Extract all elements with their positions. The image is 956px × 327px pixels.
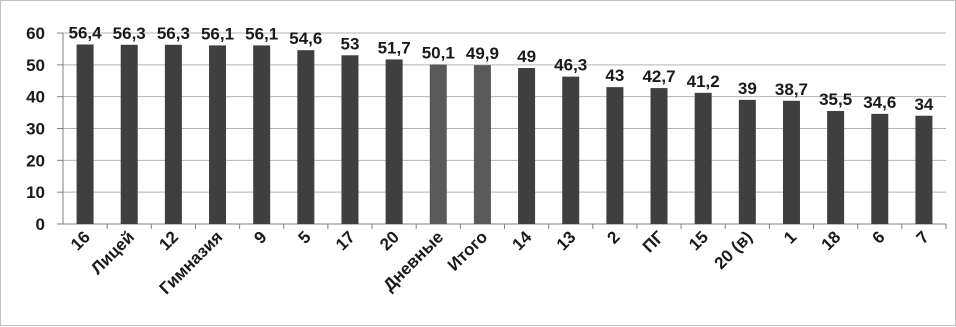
category-label: ПГ: [639, 227, 668, 256]
bar: [694, 92, 712, 224]
bar: [429, 64, 447, 224]
category-label: 18: [818, 227, 845, 254]
data-label: 50,1: [422, 44, 455, 63]
bar: [562, 76, 580, 224]
data-label: 49: [517, 47, 536, 66]
y-tick-label: 40: [26, 88, 45, 107]
bar: [782, 100, 800, 224]
data-label: 56,3: [113, 24, 146, 43]
bar: [738, 99, 756, 224]
category-label: 20 (в): [711, 227, 757, 273]
category-label: 12: [155, 227, 182, 254]
category-label: 5: [295, 227, 315, 247]
category-label: Итого: [444, 227, 491, 274]
data-label: 56,3: [157, 24, 190, 43]
bar: [871, 113, 889, 224]
data-labels: 56,4 56,3 56,3 56,1 56,1 54,6 53 51,7 50,1 49,9 49…: [69, 23, 934, 113]
y-tick-label: 0: [36, 215, 45, 234]
y-tick-label: 50: [26, 56, 45, 75]
category-label: 1: [780, 227, 800, 247]
category-label: 17: [332, 227, 359, 254]
data-label: 56,4: [69, 23, 103, 42]
category-label: 15: [685, 227, 712, 254]
bar: [297, 50, 315, 224]
data-label: 38,7: [775, 80, 808, 99]
data-label: 46,3: [554, 56, 587, 75]
data-label: 56,1: [245, 24, 278, 43]
category-label: 7: [913, 227, 933, 247]
category-label: 9: [250, 227, 270, 247]
bar: [915, 115, 933, 224]
bar: [164, 44, 182, 224]
category-label: 14: [509, 227, 536, 254]
category-label: 20: [376, 227, 403, 254]
bar: [120, 44, 138, 224]
bar: [473, 65, 491, 224]
category-label: 2: [604, 227, 624, 247]
data-label: 53: [341, 34, 360, 53]
bar: [827, 110, 845, 224]
bar: [76, 44, 94, 225]
bar: [518, 68, 536, 225]
bar: [650, 88, 668, 225]
data-label: 51,7: [378, 38, 411, 57]
data-label: 35,5: [819, 90, 852, 109]
data-label: 43: [605, 66, 624, 85]
category-label: 16: [67, 227, 94, 254]
bar: [253, 45, 271, 224]
data-label: 42,7: [642, 67, 675, 86]
y-tick-label: 30: [26, 120, 45, 139]
data-label: 34,6: [863, 93, 896, 112]
bars: [76, 44, 933, 225]
bar: [385, 59, 403, 225]
y-tick-label: 10: [26, 183, 45, 202]
bar: [209, 45, 227, 224]
data-label: 34: [914, 95, 933, 114]
data-label: 41,2: [687, 72, 720, 91]
category-label: 6: [868, 227, 888, 247]
bar: [341, 55, 359, 225]
bar: [606, 87, 624, 224]
y-tick-label: 60: [26, 24, 45, 43]
data-label: 54,6: [289, 29, 322, 48]
y-tick-label: 20: [26, 151, 45, 170]
category-label: 13: [553, 227, 580, 254]
category-label: Лицей: [87, 227, 138, 278]
data-label: 56,1: [201, 24, 234, 43]
data-label: 49,9: [466, 44, 499, 63]
data-label: 39: [738, 79, 757, 98]
gridlines: [63, 32, 946, 193]
